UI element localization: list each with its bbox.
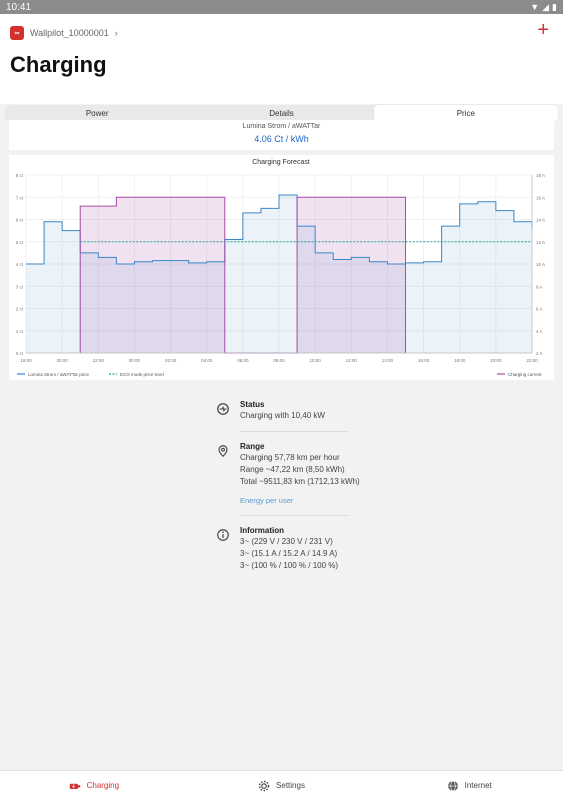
bottom-navigation: Charging Settings Internet	[0, 770, 563, 800]
legend-current-label: Charging current	[508, 372, 542, 377]
battery-icon: ▮	[552, 1, 557, 12]
y-right-tick-label: 8 A	[536, 284, 543, 289]
x-tick-label: 16:00	[418, 358, 430, 363]
y-right-tick-label: 10 A	[536, 262, 545, 267]
x-tick-label: 14:00	[382, 358, 394, 363]
y-right-tick-label: 12 A	[536, 240, 545, 245]
x-tick-label: 22:00	[526, 358, 538, 363]
status-section: Status Charging with 10,40 kW	[210, 400, 360, 421]
y-left-tick-label: 5 ct	[16, 240, 24, 245]
x-tick-label: 08:00	[273, 358, 285, 363]
charging-forecast-chart: Charging Forecast 0 ct 1 ct 2 ct 3 ct 4 ct 5 …	[9, 155, 554, 380]
range-line-2: Range ~47,22 km (8,50 kWh)	[240, 465, 345, 474]
y-left-tick-label: 6 ct	[16, 218, 24, 223]
status-text: Charging with 10,40 kW	[240, 411, 325, 420]
information-section: Information 3~ (229 V / 230 V / 231 V) 3…	[210, 526, 360, 571]
tab-details[interactable]: Details	[269, 109, 294, 118]
info-panel: Status Charging with 10,40 kW Range Char…	[210, 400, 360, 581]
gear-icon	[258, 780, 270, 791]
car-charging-icon	[69, 783, 80, 789]
range-section: Range Charging 57,78 km per hour Range ~…	[210, 442, 360, 505]
x-tick-label: 04:00	[201, 358, 213, 363]
signal-icon: ◢	[542, 1, 550, 12]
y-left-tick-label: 0 ct	[16, 351, 24, 356]
y-right-tick-label: 2 A	[536, 351, 543, 356]
status-bar: 10:41 ▼ ◢ ▮	[0, 0, 563, 14]
breadcrumb[interactable]: ∞ Wallpilot_10000001 ›	[10, 26, 118, 40]
legend-eco-label: ECO mode price level	[120, 372, 164, 377]
nav-charging-label: Charging	[86, 781, 120, 790]
y-right-tick-label: 18 A	[536, 173, 545, 178]
y-left-tick-label: 3 ct	[16, 284, 24, 289]
nav-internet[interactable]: Internet	[375, 771, 563, 800]
charging-current-line	[79, 196, 406, 354]
nav-settings[interactable]: Settings	[188, 771, 376, 800]
price-value: 4.06 Ct / kWh	[254, 134, 309, 144]
x-tick-label: 18:00	[20, 358, 32, 363]
globe-icon	[447, 780, 458, 791]
x-tick-label: 10:00	[310, 358, 322, 363]
energy-per-user-link[interactable]: Energy per user	[240, 496, 294, 505]
chart-svg: Charging Forecast 0 ct 1 ct 2 ct 3 ct 4 ct 5 …	[16, 159, 545, 377]
tab-bar: Power Details Price	[5, 105, 558, 122]
x-tick-label: 18:00	[454, 358, 466, 363]
y-left-tick-label: 7 ct	[16, 195, 24, 200]
tab-price[interactable]: Price	[373, 105, 558, 122]
phase-percent-line: 3~ (100 % / 100 % / 100 %)	[240, 561, 339, 570]
current-line: 3~ (15.1 A / 15.2 A / 14.9 A)	[240, 549, 338, 558]
page-title: Charging	[10, 52, 107, 77]
nav-settings-label: Settings	[276, 781, 305, 790]
x-tick-label: 20:00	[57, 358, 69, 363]
y-right-tick-label: 6 A	[536, 307, 543, 312]
chevron-right-icon: ›	[114, 28, 118, 38]
status-sync-icon	[217, 403, 229, 415]
x-tick-label: 22:00	[93, 358, 105, 363]
x-tick-label: 12:00	[346, 358, 358, 363]
y-left-tick-label: 8 ct	[16, 173, 24, 178]
x-tick-label: 02:00	[165, 358, 177, 363]
divider	[240, 515, 348, 516]
status-time: 10:41	[6, 1, 32, 13]
range-line-1: Charging 57,78 km per hour	[240, 453, 340, 462]
y-left-tick-label: 1 ct	[16, 329, 24, 334]
nav-charging[interactable]: Charging	[0, 771, 188, 800]
y-right-tick-label: 16 A	[536, 195, 545, 200]
legend-price-label: Lumina Strom / aWATTar price	[28, 372, 90, 377]
status-heading: Status	[240, 400, 265, 409]
x-tick-label: 06:00	[237, 358, 249, 363]
y-left-tick-label: 4 ct	[16, 262, 24, 267]
tab-power[interactable]: Power	[85, 109, 109, 118]
information-heading: Information	[240, 526, 284, 535]
y-left-tick-label: 2 ct	[16, 307, 24, 312]
voltage-line: 3~ (229 V / 230 V / 231 V)	[240, 537, 333, 546]
app-bar: ∞ Wallpilot_10000001 › + Charging Power …	[0, 14, 563, 122]
charging-current-area	[80, 197, 406, 353]
y-right-tick-label: 14 A	[536, 218, 545, 223]
divider	[240, 431, 348, 432]
range-line-3: Total ~9511,83 km (1712,13 kWh)	[240, 477, 360, 486]
chart-title: Charging Forecast	[252, 159, 310, 166]
x-tick-label: 20:00	[490, 358, 502, 363]
range-heading: Range	[240, 442, 265, 451]
current-price-card: Lumina Strom / aWATTar 4.06 Ct / kWh	[9, 120, 554, 150]
plus-icon[interactable]: +	[537, 19, 549, 41]
x-tick-label: 00:00	[129, 358, 141, 363]
location-pin-icon	[218, 445, 228, 458]
wallbox-logo-icon: ∞	[10, 26, 24, 40]
nav-internet-label: Internet	[464, 781, 492, 790]
price-provider-label: Lumina Strom / aWATTar	[242, 123, 321, 130]
info-icon	[217, 529, 229, 541]
price-line	[26, 194, 533, 265]
y-right-tick-label: 4 A	[536, 329, 543, 334]
wifi-icon: ▼	[530, 1, 540, 12]
breadcrumb-label: Wallpilot_10000001	[30, 28, 109, 38]
